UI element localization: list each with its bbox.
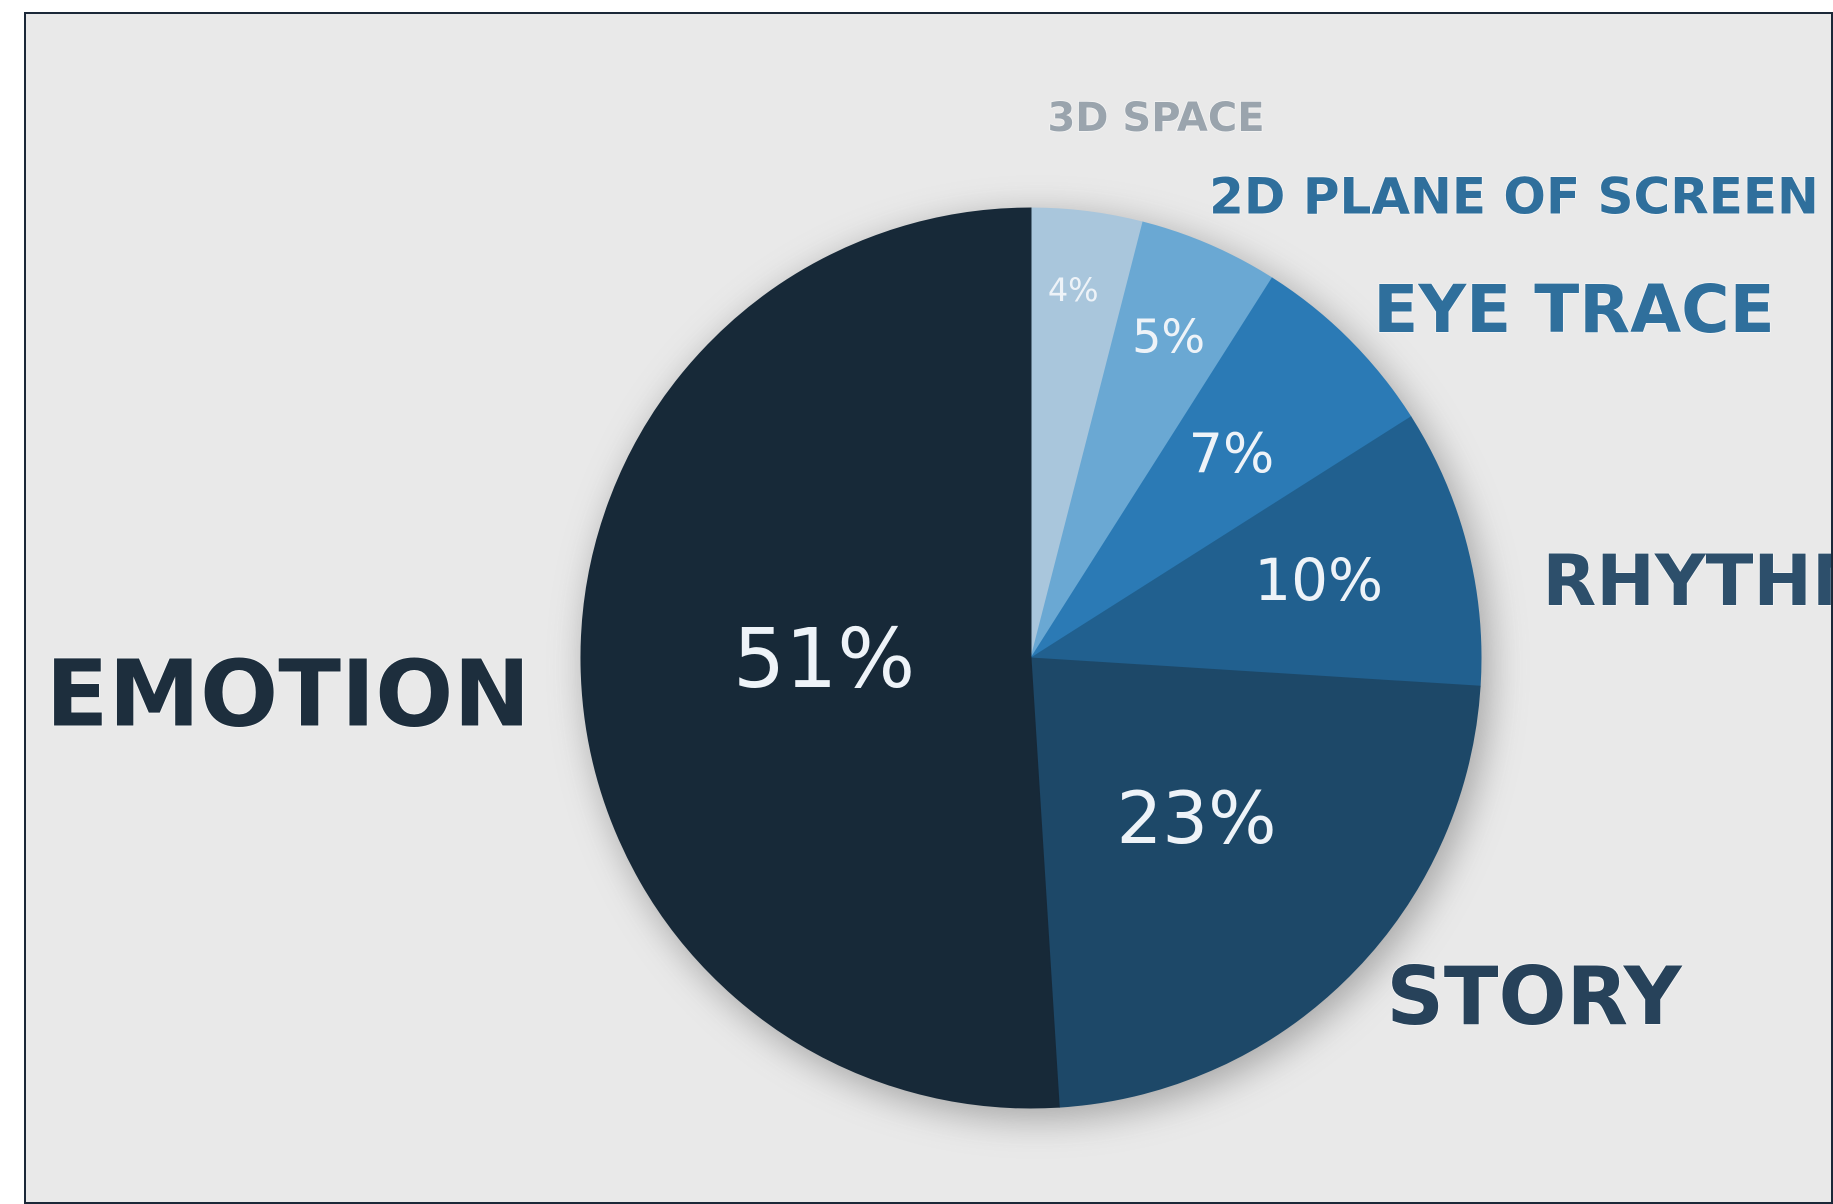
chart-panel: 4% 5% 7% 10% 23% 51% 3D SPACE 2D PLANE OF SCRE… — [24, 12, 1833, 1204]
pie-slice-emotion — [580, 207, 1060, 1109]
pie-slice-rhythm — [1029, 416, 1482, 687]
category-labels: 3D SPACE 2D PLANE OF SCREEN EYE TRACE RHYTH… — [45, 94, 1831, 1043]
category-label-3d-space: 3D SPACE — [1047, 95, 1264, 141]
value-label-rhythm: 10% — [1254, 546, 1383, 614]
value-label-eye-trace: 7% — [1189, 422, 1275, 485]
category-label-rhythm: RHYTHM — [1542, 540, 1831, 622]
value-label-emotion: 51% — [733, 612, 915, 707]
category-label-story: STORY — [1386, 950, 1682, 1043]
pie-slices — [580, 207, 1482, 1109]
category-label-emotion: EMOTION — [46, 640, 531, 747]
value-label-3d-space: 4% — [1048, 271, 1099, 309]
pie-slice-story — [1030, 657, 1481, 1108]
value-label-2d-plane-of-screen: 5% — [1132, 310, 1205, 364]
category-label-2d-plane-of-screen: 2D PLANE OF SCREEN — [1209, 168, 1819, 226]
category-label-eye-trace: EYE TRACE — [1373, 271, 1774, 348]
value-label-story: 23% — [1116, 776, 1276, 860]
value-labels: 4% 5% 7% 10% 23% 51% — [733, 271, 1383, 860]
pie-slice-eye-trace — [1030, 277, 1412, 659]
pie-chart: 4% 5% 7% 10% 23% 51% 3D SPACE 2D PLANE OF SCRE… — [45, 94, 1831, 1119]
